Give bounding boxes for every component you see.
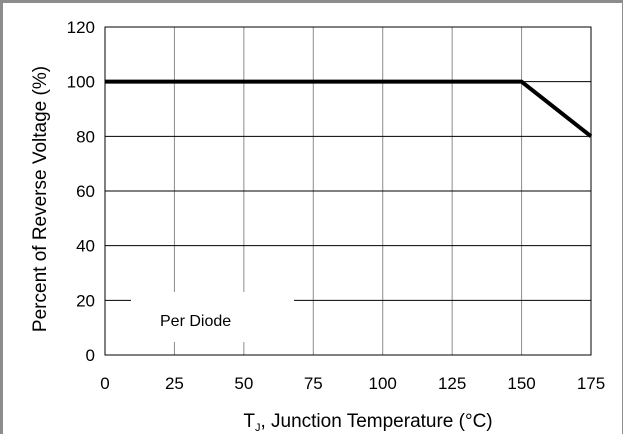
y-tick-label-60: 60 — [76, 182, 95, 201]
x-axis-title-text: , Junction Temperature (°C) — [260, 411, 492, 432]
series-line-0 — [105, 79, 593, 138]
x-tick-label-175: 175 — [577, 374, 605, 393]
plot-border — [104, 26, 592, 356]
annotation-per-diode: Per Diode — [160, 313, 231, 330]
y-tick-label-80: 80 — [76, 127, 95, 146]
annotation-background — [131, 292, 294, 342]
y-tick-label-0: 0 — [86, 346, 95, 365]
x-tick-label-0: 0 — [100, 374, 109, 393]
x-tick-label-100: 100 — [369, 374, 397, 393]
x-tick-label-25: 25 — [165, 374, 184, 393]
y-tick-label-40: 40 — [76, 237, 95, 256]
x-axis-title-subscript: J — [255, 422, 261, 434]
x-tick-label-75: 75 — [304, 374, 323, 393]
x-tick-label-125: 125 — [438, 374, 466, 393]
y-tick-label-100: 100 — [67, 73, 95, 92]
y-tick-label-120: 120 — [67, 18, 95, 37]
x-tick-label-150: 150 — [507, 374, 535, 393]
x-tick-label-50: 50 — [234, 374, 253, 393]
y-axis-title: Percent of Reverse Voltage (%) — [30, 66, 51, 332]
x-axis-title-symbol: T — [243, 411, 255, 432]
series-group — [105, 79, 593, 138]
x-axis-title: TJ, Junction Temperature (°C) — [243, 411, 492, 434]
tick-labels: 0 25 50 75 100 125 150 175 0 20 40 60 80 100 120 — [67, 18, 606, 393]
y-tick-label-20: 20 — [76, 291, 95, 310]
